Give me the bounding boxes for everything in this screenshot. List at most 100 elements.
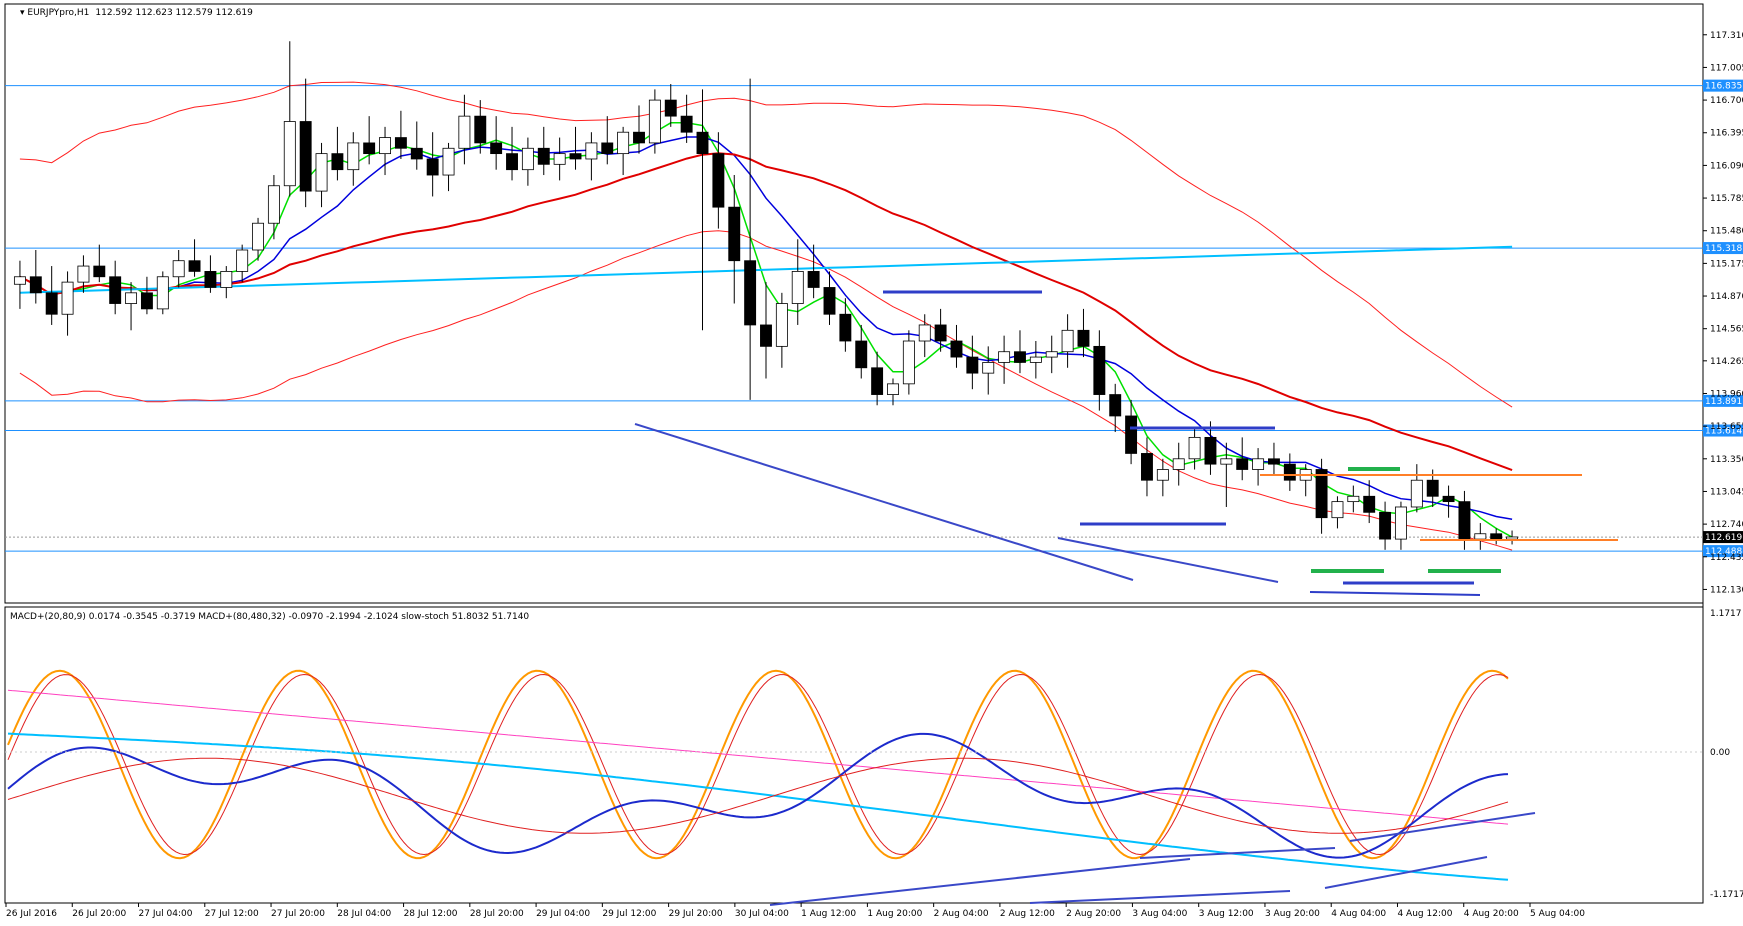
candle-body — [601, 142, 614, 155]
price-tick-label: 113.655 — [1710, 422, 1743, 432]
time-tick-label: 2 Aug 20:00 — [1066, 909, 1121, 919]
price-tick-label: 116.700 — [1710, 96, 1743, 106]
price-axis: 117.310 117.005 116.700 116.395 116.090 115.7… — [1703, 31, 1743, 595]
price-tick-label: 114.565 — [1710, 325, 1743, 335]
trend-drawings — [634, 290, 1618, 596]
sub-axis-mid: 0.00 — [1710, 748, 1730, 758]
hline-label: 115.318 — [1705, 244, 1742, 254]
price-tick-label: 115.175 — [1710, 259, 1743, 269]
candle-body — [506, 153, 518, 171]
price-tick-label: 113.350 — [1710, 455, 1743, 465]
candle-body — [585, 142, 598, 160]
indicator-lines — [5, 669, 1703, 906]
candle-body — [712, 153, 725, 208]
candle-body — [394, 137, 407, 149]
bid-label-box — [1703, 531, 1743, 544]
candle-body — [617, 131, 630, 155]
candle-body — [1426, 479, 1439, 497]
price-tick-label: 112.130 — [1710, 585, 1743, 595]
time-tick-label: 2 Aug 12:00 — [1000, 909, 1055, 919]
candle-body — [760, 324, 772, 347]
candle-body — [474, 115, 487, 144]
time-tick-label: 27 Jul 12:00 — [205, 909, 259, 919]
time-tick-label: 30 Jul 04:00 — [735, 909, 789, 919]
time-tick-label: 29 Jul 20:00 — [669, 909, 723, 919]
candle-body — [553, 153, 566, 165]
time-tick-label: 3 Aug 12:00 — [1199, 909, 1254, 919]
ma-slow-line — [19, 152, 1513, 472]
trendline — [1057, 537, 1279, 583]
time-tick-label: 5 Aug 04:00 — [1530, 909, 1585, 919]
macd-slow-signal — [7, 689, 1509, 825]
candle-body — [1379, 511, 1392, 540]
sub-axis-bottom: -1.1717 — [1710, 890, 1743, 900]
candle-body — [902, 340, 915, 385]
candle-body — [13, 276, 26, 285]
candle-body — [664, 99, 677, 117]
candle-body — [1283, 463, 1296, 481]
price-tick-label: 116.395 — [1710, 129, 1743, 139]
hline-label: 112.488 — [1705, 547, 1742, 557]
candle-body — [887, 383, 899, 395]
envelope-bands — [19, 81, 1513, 551]
horizontal-lines: 116.835 115.318 113.891 113.614 112.488 112.6… — [5, 79, 1743, 558]
time-tick-label: 1 Aug 12:00 — [801, 909, 856, 919]
sub-axis-top: 1.1717 — [1710, 609, 1742, 619]
price-tick-label: 116.090 — [1710, 161, 1743, 171]
candle-body — [966, 356, 979, 374]
time-tick-label: 3 Aug 04:00 — [1132, 909, 1187, 919]
candle-body — [109, 276, 122, 304]
candle-body — [156, 276, 169, 310]
price-tick-label: 114.265 — [1710, 357, 1743, 367]
candle-body — [220, 271, 233, 288]
indicator-trendline — [1029, 890, 1291, 904]
candle-body — [569, 153, 582, 160]
candle-body — [1442, 495, 1455, 503]
candle-body — [1252, 458, 1265, 470]
candle-body — [315, 153, 328, 192]
stoch-k-line — [7, 669, 1509, 860]
candle-body — [283, 121, 296, 187]
envelope-upper — [19, 81, 1513, 408]
candle-body — [871, 367, 884, 395]
candle-body — [29, 276, 42, 294]
candle-body — [93, 265, 106, 278]
candle-body — [1474, 533, 1487, 540]
trendline — [634, 423, 1134, 581]
candle-body — [537, 147, 550, 165]
hline-label: 113.891 — [1705, 397, 1742, 407]
candle-body — [172, 260, 185, 278]
time-tick-label: 26 Jul 2016 — [6, 909, 57, 919]
candle-body — [1077, 329, 1090, 347]
dropdown-arrow-icon[interactable]: ▾ — [20, 8, 27, 18]
candle-body — [648, 99, 661, 144]
candle-body — [775, 303, 788, 347]
candle-body — [77, 265, 90, 283]
time-tick-label: 27 Jul 04:00 — [139, 909, 193, 919]
candle-body — [1410, 479, 1423, 508]
candle-body — [204, 271, 217, 288]
candle-body — [1045, 351, 1058, 358]
indicator-trendline — [769, 858, 1191, 906]
price-tick-label: 113.960 — [1710, 389, 1743, 399]
hline-label-box — [1703, 394, 1743, 407]
candle-body — [1061, 329, 1074, 353]
indicator-trendline — [1139, 847, 1336, 859]
candle-body — [442, 147, 455, 176]
candle-body — [490, 142, 503, 155]
candle-body — [1363, 495, 1376, 513]
time-tick-label: 29 Jul 04:00 — [536, 909, 590, 919]
symbol-label: EURJPYpro,H1 — [27, 8, 89, 18]
candle-body — [1268, 458, 1280, 465]
time-tick-label: 2 Aug 04:00 — [934, 909, 989, 919]
candle-body — [521, 147, 534, 171]
candle-body — [839, 313, 852, 342]
macd-fast-signal — [7, 757, 1509, 834]
indicator-frame — [4, 606, 1704, 904]
price-tick-label: 117.310 — [1710, 31, 1743, 41]
candle-body — [1204, 436, 1217, 465]
candle-body — [1172, 458, 1185, 470]
candle-body — [61, 281, 74, 315]
candle-body — [744, 260, 757, 326]
candle-body — [1220, 458, 1233, 465]
